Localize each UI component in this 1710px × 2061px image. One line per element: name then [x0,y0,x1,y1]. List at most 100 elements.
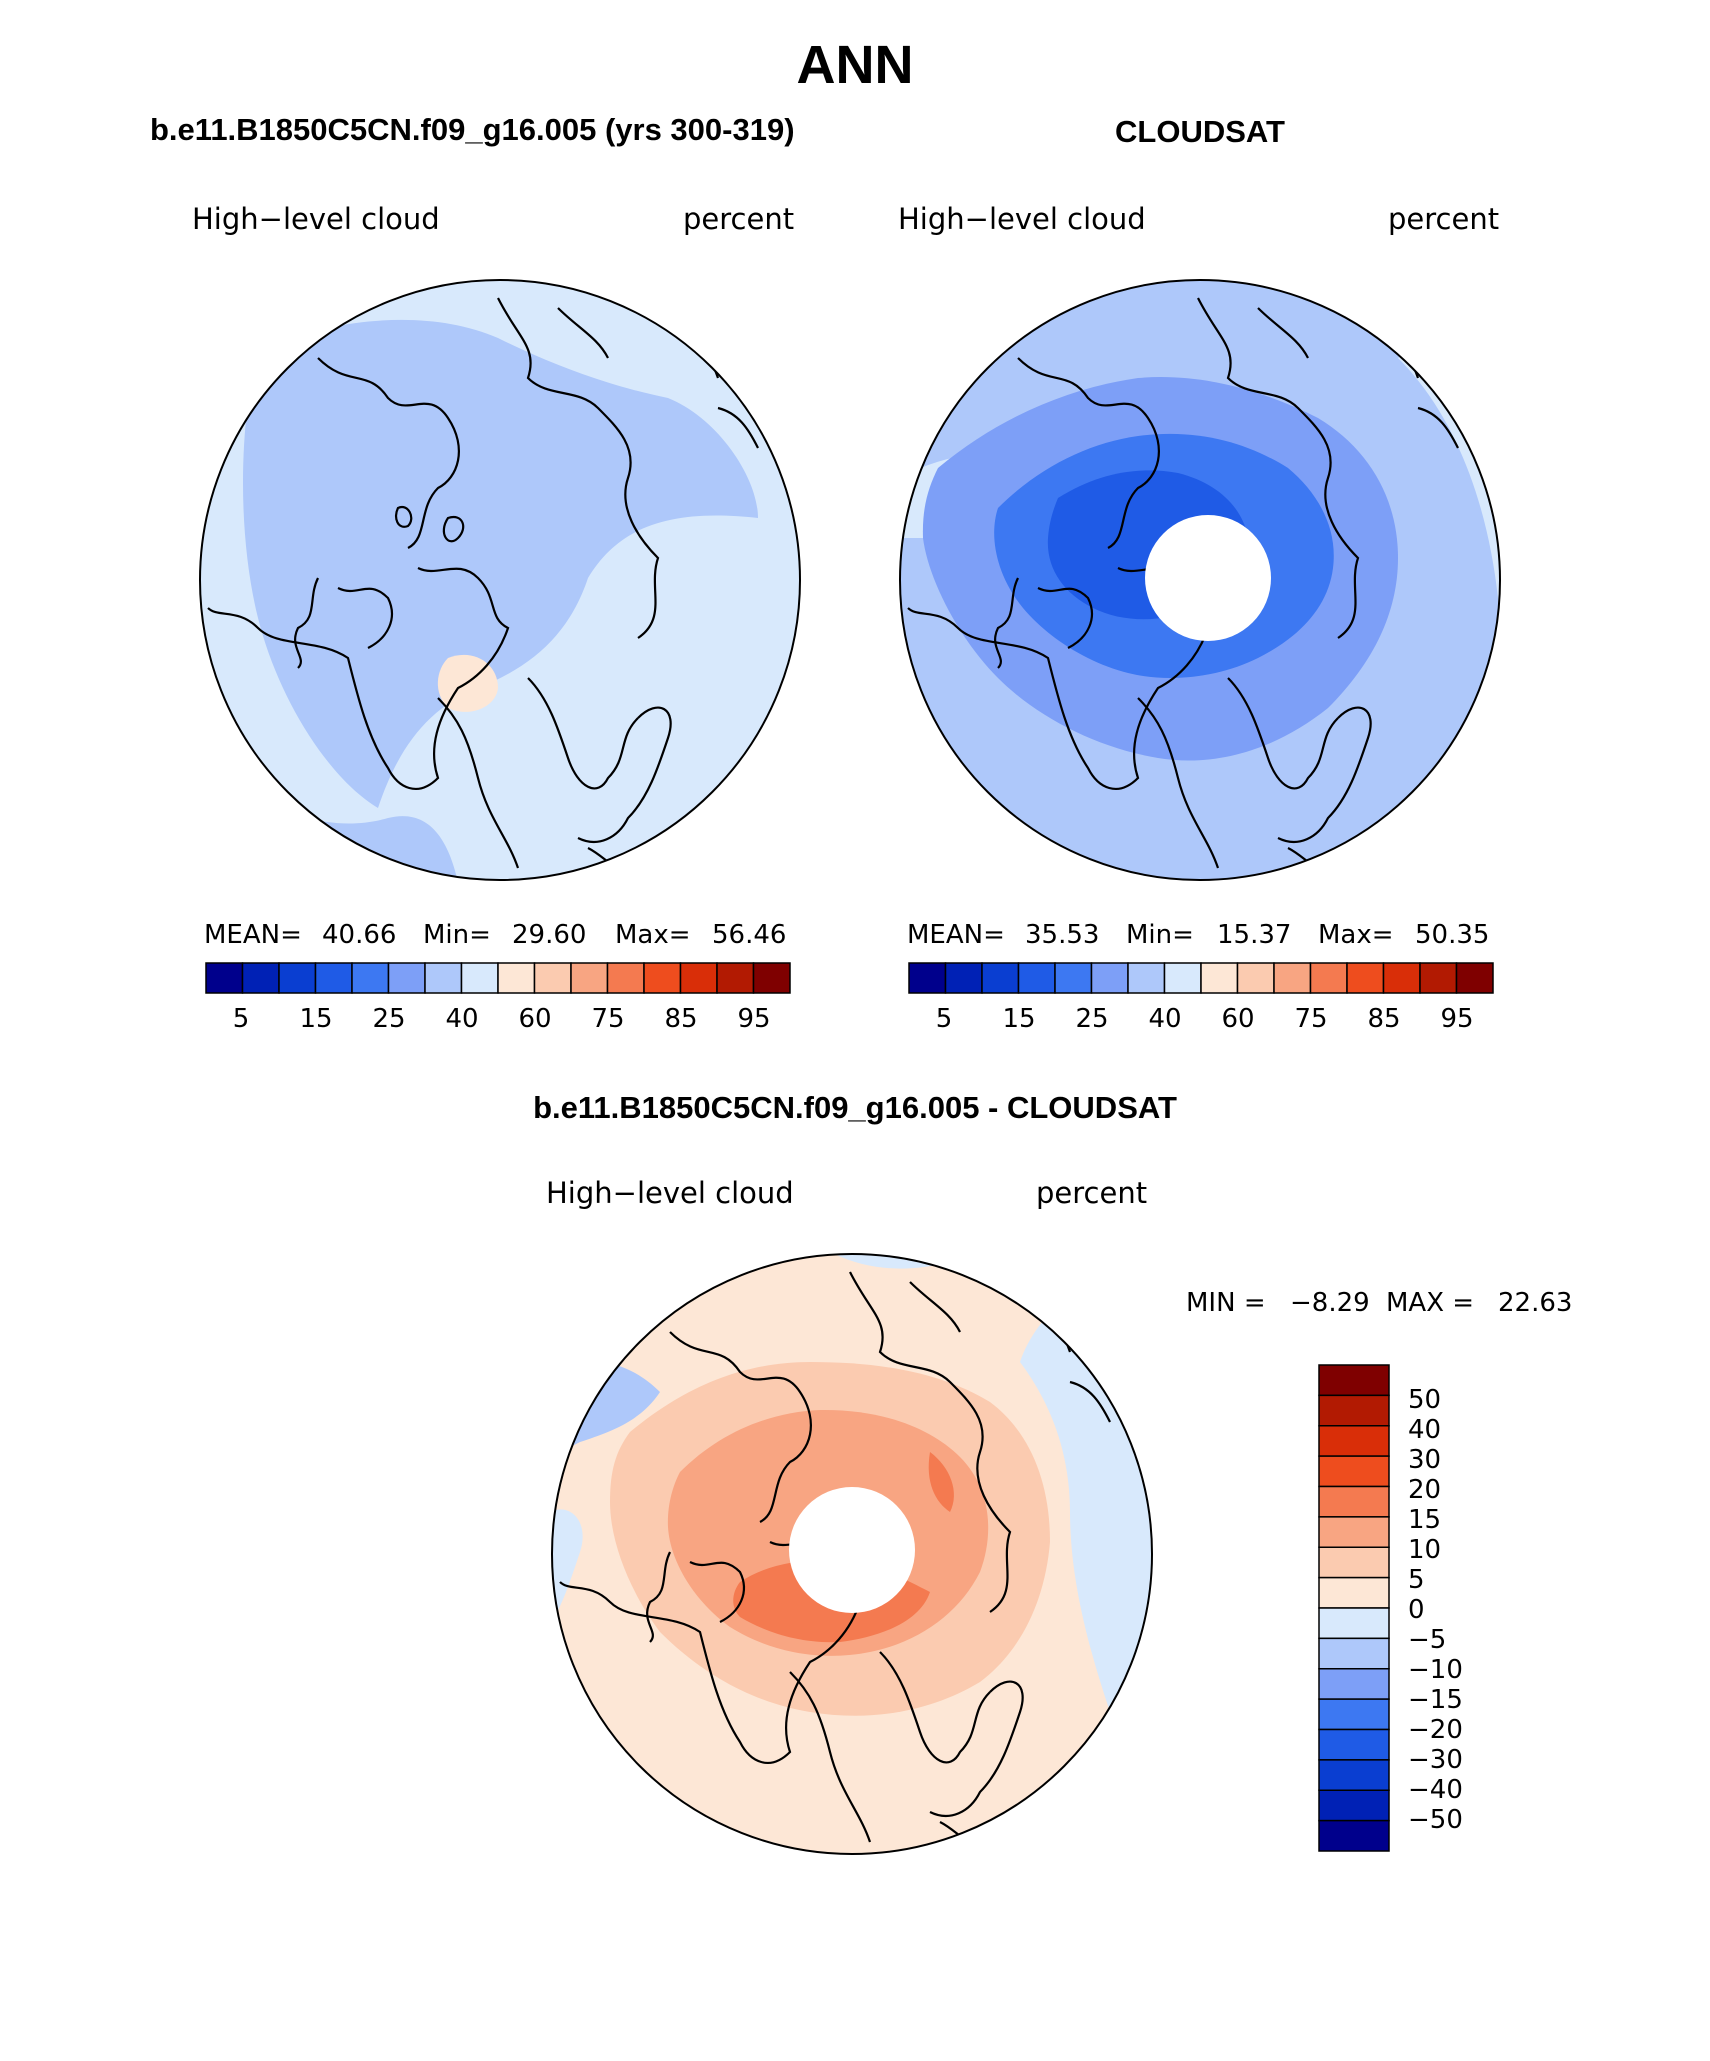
panel-2-min: 15.37 [1217,920,1292,950]
colorbar-swatch [944,962,983,994]
panel-3-units-label: percent [1036,1176,1148,1210]
panel-2-mean-label: MEAN= [907,920,1005,950]
p3-fill-cool-left2 [552,1509,583,1622]
colorbar-swatch [570,962,609,994]
colorbar-swatch [1054,962,1093,994]
panel-2-title: CLOUDSAT [1115,114,1285,149]
colorbar-swatch [1419,962,1458,994]
panel-1-max: 56.46 [712,920,787,950]
colorbar-swatch [497,962,536,994]
panel-3-min-label: MIN = [1186,1288,1266,1318]
colorbar-swatch [1318,1728,1390,1761]
panel-2-map [899,279,1501,881]
cb1-tick: 40 [445,1004,479,1034]
colorbar-swatch [981,962,1020,994]
colorbar-swatch [1318,1364,1390,1397]
colorbar-swatch [387,962,426,994]
colorbar-swatch [1309,962,1348,994]
cb3-tick: −50 [1408,1805,1463,1835]
cb1-tick: 60 [518,1004,552,1034]
p1-coastlines [207,297,759,872]
cb3-tick: −20 [1408,1715,1463,1745]
panel-2-max-label: Max= [1318,920,1394,950]
colorbar-swatch [1318,1485,1390,1518]
colorbar-swatch [1318,1607,1390,1640]
p1-map-border [199,279,801,881]
panel-1-units-label: percent [683,202,795,236]
p3-fill-3b [928,1452,954,1512]
colorbar-swatch [314,962,353,994]
colorbar-swatch [1236,962,1275,994]
colorbar-swatch [1273,962,1312,994]
cb3-tick: 50 [1408,1385,1442,1415]
panel-1-max-label: Max= [615,920,691,950]
colorbar-swatch [1318,1789,1390,1822]
cb1-tick: 85 [664,1004,698,1034]
colorbar-swatch [679,962,718,994]
panel-2-units-label: percent [1388,202,1500,236]
colorbar-swatch [278,962,317,994]
colorbar-swatch [1318,1546,1390,1579]
panel-2-min-label: Min= [1126,920,1194,950]
cb2-tick: 15 [1002,1004,1036,1034]
colorbar-swatch [424,962,463,994]
panel-3-variable-label: High−level cloud [546,1176,794,1210]
cb3-tick: −5 [1408,1625,1447,1655]
colorbar-swatch [1382,962,1421,994]
colorbar-swatch [643,962,682,994]
colorbar-swatch [1346,962,1385,994]
p1-fill-band [243,319,758,808]
cb3-tick: −40 [1408,1775,1463,1805]
p3-missing-data-pole [789,1487,915,1613]
colorbar-swatch [1318,1576,1390,1609]
cb1-tick: 15 [299,1004,333,1034]
colorbar-swatch [1017,962,1056,994]
colorbar-swatch [1318,1425,1390,1457]
cb3-tick: 15 [1408,1505,1442,1535]
cb2-tick: 60 [1221,1004,1255,1034]
panel-1-title: b.e11.B1850C5CN.f09_g16.005 (yrs 300-319… [150,112,795,147]
colorbar-swatch [460,962,499,994]
panel-3-title: b.e11.B1850C5CN.f09_g16.005 - CLOUDSAT [533,1090,1177,1125]
panel-1-map [199,279,801,881]
colorbar-swatch [1163,962,1202,994]
cb3-tick: −15 [1408,1685,1463,1715]
colorbar-swatch [1200,962,1239,994]
panel-1-variable-label: High−level cloud [192,202,440,236]
cb1-tick: 95 [737,1004,771,1034]
panel-1-min-label: Min= [423,920,491,950]
cb3-tick: 10 [1408,1535,1442,1565]
cb3-tick: 0 [1408,1595,1425,1625]
colorbar-swatch [1318,1698,1390,1731]
panel-1-min: 29.60 [512,920,587,950]
colorbar-swatch [205,962,244,994]
p2-map-border [899,279,1501,881]
colorbar-swatch [351,962,390,994]
panel-2-mean: 35.53 [1025,920,1100,950]
cb3-tick: 30 [1408,1445,1442,1475]
colorbar-swatch [1455,962,1494,994]
cb3-tick: 20 [1408,1475,1442,1505]
colorbar-swatch [1318,1668,1390,1700]
colorbar-swatch [1318,1516,1390,1548]
colorbar-swatch [1090,962,1129,994]
panel-2-colorbar [908,962,1494,994]
panel-3-colorbar [1318,1364,1390,1852]
cb3-tick: 40 [1408,1415,1442,1445]
colorbar-swatch [1318,1637,1390,1670]
panel-2-max: 50.35 [1415,920,1490,950]
cb1-tick: 5 [232,1004,250,1034]
panel-3-max: 22.63 [1498,1288,1573,1318]
cb2-tick: 5 [935,1004,953,1034]
colorbar-swatch [908,962,947,994]
panel-1-mean: 40.66 [322,920,397,950]
panel-1-mean-label: MEAN= [204,920,302,950]
colorbar-swatch [606,962,645,994]
cb2-tick: 75 [1294,1004,1328,1034]
p2-missing-data-pole [1145,515,1271,641]
cb1-tick: 25 [372,1004,406,1034]
colorbar-swatch [1127,962,1166,994]
colorbar-swatch [1318,1819,1390,1852]
panel-3-min: −8.29 [1290,1288,1370,1318]
colorbar-swatch [716,962,755,994]
